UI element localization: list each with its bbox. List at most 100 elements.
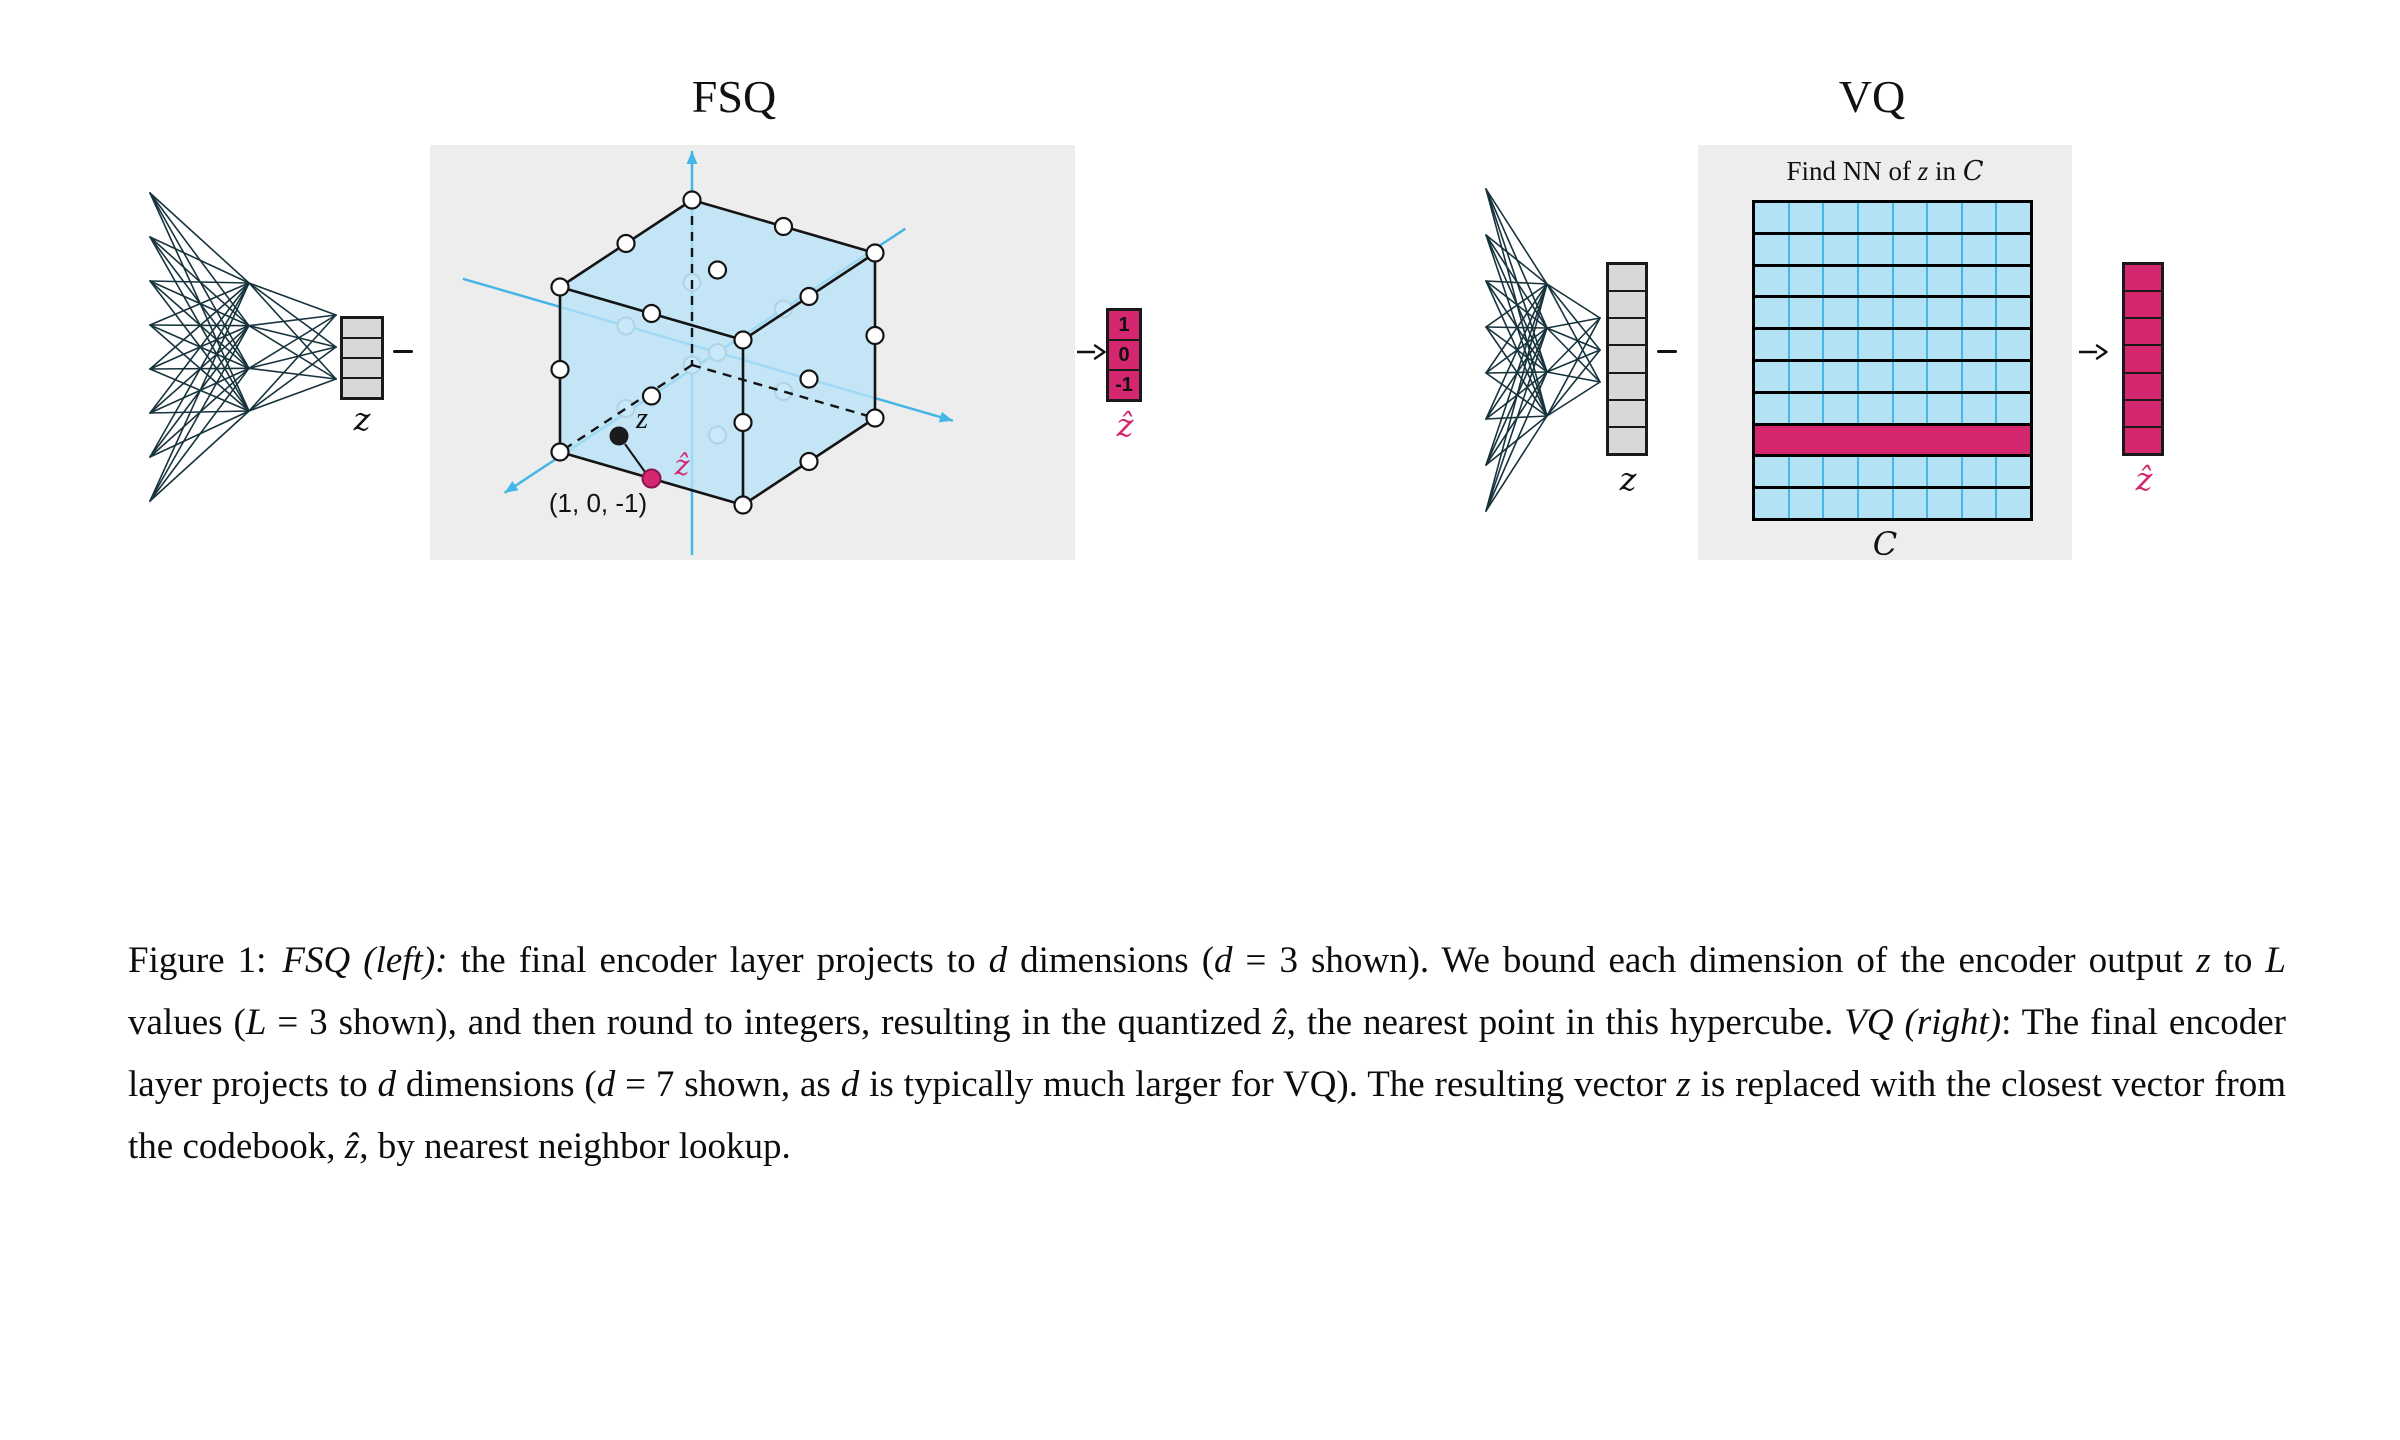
vq-connector-dash xyxy=(1657,350,1677,353)
axis-arrowhead xyxy=(504,481,519,493)
text-segment: in xyxy=(1928,156,1963,186)
text-segment: is replaced with the closest vector from… xyxy=(128,1064,2287,1167)
text-segment: d xyxy=(596,1064,616,1105)
codebook-cell xyxy=(1755,298,1788,328)
codebook-cell xyxy=(1755,330,1788,359)
text-segment: = 3 shown), and then round to integers, … xyxy=(266,1002,1273,1043)
codebook-cell xyxy=(1856,361,1892,391)
codebook-cell xyxy=(1755,203,1788,232)
fan-line xyxy=(149,410,250,502)
codebook-row xyxy=(1755,231,2030,264)
lattice-point xyxy=(733,330,753,350)
cube-z-point-label: z xyxy=(635,400,648,435)
text-segment: z xyxy=(2196,940,2211,981)
fan-line xyxy=(1485,326,1548,373)
codebook-cell xyxy=(1995,266,2030,296)
vq-z-vector xyxy=(1606,262,1648,456)
codebook-cell xyxy=(1960,489,1996,518)
fan-line xyxy=(1546,317,1601,329)
cube-zhat-point-label: ẑ xyxy=(674,449,690,482)
codebook-cell xyxy=(1960,298,1996,328)
codebook-cell xyxy=(1960,393,1996,423)
fan-line xyxy=(1485,283,1548,466)
figure-caption: Figure 1: FSQ (left): the final encoder l… xyxy=(128,930,2286,1178)
fan-line xyxy=(1546,371,1601,383)
fan-line xyxy=(1546,327,1601,383)
codebook-cell xyxy=(1891,203,1927,232)
codebook-cell xyxy=(1787,234,1823,264)
lattice-point xyxy=(550,359,570,380)
text-segment: FSQ (left): xyxy=(282,940,448,981)
codebook-cell xyxy=(1926,361,1961,391)
vector-cell xyxy=(1609,317,1645,345)
text-segment: dimensions ( xyxy=(1007,940,1215,981)
codebook-cell xyxy=(1995,489,2030,518)
codebook-cell xyxy=(1822,393,1857,423)
codebook-cell xyxy=(1995,361,2030,391)
vector-cell xyxy=(2125,265,2161,291)
vq-zhat-label: ẑ xyxy=(2135,460,2153,498)
text-segment: is typically much larger for VQ). The re… xyxy=(859,1064,1677,1105)
codebook-row xyxy=(1755,486,2030,518)
vector-cell: 0 xyxy=(1109,339,1139,369)
codebook-cell xyxy=(1755,489,1788,518)
text-segment: d xyxy=(988,940,1008,981)
text-segment: ẑ xyxy=(1272,1002,1287,1043)
codebook-cell xyxy=(1787,330,1823,359)
codebook-row xyxy=(1755,327,2030,359)
fan-line xyxy=(248,314,337,327)
codebook-cell xyxy=(1995,393,2030,423)
codebook-row xyxy=(1755,203,2030,232)
vector-cell xyxy=(2125,371,2161,399)
fan-line xyxy=(248,378,337,412)
fan-line xyxy=(1546,317,1601,373)
fan-line xyxy=(1485,326,1548,417)
vector-cell: 1 xyxy=(1109,311,1139,339)
vector-cell xyxy=(343,357,381,377)
lattice-point xyxy=(773,216,794,237)
hidden-edge xyxy=(559,363,693,454)
text-segment: Figure 1: xyxy=(128,940,267,981)
codebook-cell xyxy=(1856,393,1892,423)
text-segment: values ( xyxy=(128,1002,246,1043)
lattice-point xyxy=(707,260,728,280)
vector-cell xyxy=(343,319,381,337)
codebook-cell xyxy=(1822,203,1857,232)
vq-title: VQ xyxy=(1838,71,1906,122)
codebook-cell xyxy=(1755,393,1788,423)
codebook-cell xyxy=(1891,298,1927,328)
lattice-point xyxy=(616,233,636,254)
z-point xyxy=(609,426,629,446)
lattice-point xyxy=(865,325,885,346)
text-segment: = 7 shown, as xyxy=(615,1064,841,1105)
lattice-point xyxy=(799,369,819,389)
fsq-connector-dash xyxy=(393,350,413,353)
codebook-cell xyxy=(1960,330,1996,359)
vq-z-label: z xyxy=(1619,460,1637,498)
lattice-point xyxy=(641,386,662,406)
text-segment: z xyxy=(1917,156,1929,186)
vector-cell xyxy=(343,337,381,357)
codebook-cell xyxy=(1787,203,1823,232)
text-segment: C xyxy=(1962,156,1984,187)
codebook-cell xyxy=(1926,203,1961,232)
text-segment: = 3 shown). We bound each dimension of t… xyxy=(1232,940,2197,981)
cube-coordinate-label: (1, 0, -1) xyxy=(549,488,647,518)
codebook-cell xyxy=(1822,330,1857,359)
lattice-point xyxy=(641,303,662,324)
vq-encoder-network-icon xyxy=(1485,188,1601,512)
text-segment: Find NN of xyxy=(1786,156,1918,186)
lattice-point xyxy=(733,412,753,433)
codebook-cell xyxy=(1891,266,1927,296)
lattice-point xyxy=(799,286,819,307)
vector-cell xyxy=(343,377,381,397)
text-segment: d xyxy=(1214,940,1233,981)
codebook-cell xyxy=(1926,330,1961,359)
lattice-point xyxy=(550,277,570,297)
codebook-grid xyxy=(1752,200,2033,521)
codebook-cell xyxy=(1856,266,1892,296)
lattice-point xyxy=(733,495,753,515)
codebook-row xyxy=(1755,390,2030,423)
text-segment: z xyxy=(1676,1064,1691,1105)
axis-arrowhead xyxy=(938,411,953,423)
